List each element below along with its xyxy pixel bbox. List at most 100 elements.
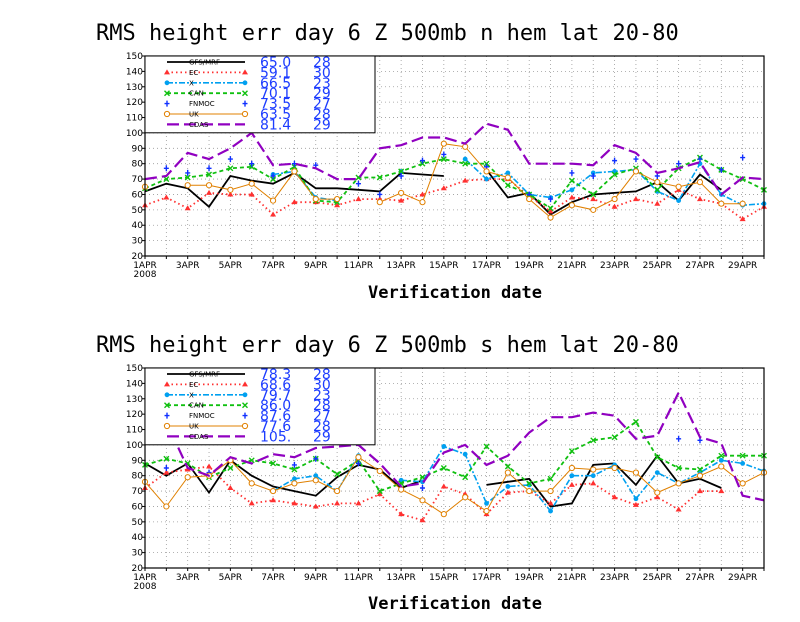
data-point xyxy=(376,174,383,181)
data-point xyxy=(227,191,234,197)
x-tick-label: 9APR xyxy=(304,261,328,271)
data-point xyxy=(248,500,255,506)
data-point xyxy=(249,160,255,167)
legend-count: 28 xyxy=(313,398,331,414)
data-point xyxy=(184,174,191,181)
data-point xyxy=(334,202,341,208)
data-point xyxy=(163,465,169,471)
data-point xyxy=(462,143,469,150)
data-point xyxy=(462,494,469,501)
data-point xyxy=(740,154,746,161)
x-tick-label: 5APR xyxy=(219,261,243,271)
data-point xyxy=(739,176,746,183)
series-uk xyxy=(141,140,746,221)
data-point xyxy=(611,195,618,203)
legend-label: GFS/MRF xyxy=(189,59,220,67)
data-point xyxy=(377,191,383,198)
y-tick-label: 140 xyxy=(126,379,143,389)
data-point xyxy=(568,481,575,487)
data-point xyxy=(547,214,554,221)
data-point xyxy=(504,469,511,476)
data-point xyxy=(632,418,639,425)
data-point xyxy=(291,500,298,506)
data-point xyxy=(440,465,447,471)
data-point xyxy=(270,497,277,503)
data-point xyxy=(355,454,362,461)
data-point xyxy=(440,483,447,489)
data-point xyxy=(590,437,597,444)
legend-label: CDAS xyxy=(189,433,209,441)
data-point xyxy=(227,156,233,163)
data-point xyxy=(676,198,682,204)
data-point xyxy=(654,470,660,476)
data-point xyxy=(547,208,554,214)
y-tick-label: 50 xyxy=(132,206,144,216)
y-tick-label: 150 xyxy=(126,52,143,62)
data-point xyxy=(419,474,426,481)
data-point xyxy=(355,500,362,506)
data-point xyxy=(419,497,426,504)
legend-marker xyxy=(242,90,248,97)
data-point xyxy=(398,197,405,203)
data-point xyxy=(313,455,319,462)
data-point xyxy=(676,435,682,442)
data-point xyxy=(398,168,405,175)
data-point xyxy=(355,460,361,467)
data-point xyxy=(163,503,170,510)
data-point xyxy=(270,176,277,183)
legend-marker xyxy=(242,402,248,409)
data-point xyxy=(504,463,511,470)
data-point xyxy=(739,216,746,222)
data-point xyxy=(590,473,596,479)
data-point xyxy=(696,466,703,473)
x-tick-label: 11APR xyxy=(344,573,373,583)
series-line xyxy=(144,178,765,221)
data-point xyxy=(654,186,661,193)
data-point xyxy=(291,199,298,205)
legend-label: X xyxy=(189,79,194,87)
x-tick-label: 25APR xyxy=(643,573,672,583)
data-point xyxy=(163,165,169,172)
y-tick-label: 20 xyxy=(132,564,144,574)
legend-mean: 59.1 xyxy=(260,65,291,81)
data-point xyxy=(654,200,661,206)
data-point xyxy=(696,488,703,494)
chart-south-hemisphere: RMS height err day 6 Z 500mb s hem lat 2… xyxy=(96,333,768,614)
y-tick-label: 90 xyxy=(132,456,144,466)
legend-count: 28 xyxy=(313,107,331,123)
data-point xyxy=(483,160,490,167)
data-point xyxy=(547,205,554,212)
data-point xyxy=(611,434,618,441)
data-point xyxy=(483,443,490,450)
legend-mean: 78.3 xyxy=(260,367,291,383)
x-tick-label: 15APR xyxy=(429,573,458,583)
y-tick-label: 120 xyxy=(126,410,143,420)
data-point xyxy=(248,480,255,487)
x-tick-sublabel: 2008 xyxy=(134,582,157,592)
data-point xyxy=(227,485,234,490)
series-line xyxy=(144,465,722,522)
data-point xyxy=(568,177,575,184)
legend-count: 23 xyxy=(313,76,331,92)
data-point xyxy=(675,183,682,190)
legend-label: UK xyxy=(189,111,199,119)
data-point xyxy=(611,171,618,178)
data-point xyxy=(312,195,319,203)
legend: GFS/MRF 65.0 28 EC 59.1 30 X 66.5 23 CAN 70.1 29 FNM… xyxy=(144,55,376,133)
legend-mean: 87.6 xyxy=(260,409,291,425)
data-point xyxy=(248,180,255,187)
data-point xyxy=(590,170,596,176)
y-tick-label: 80 xyxy=(132,160,144,170)
data-point xyxy=(270,460,277,467)
data-point xyxy=(676,160,682,167)
series-line xyxy=(187,143,743,219)
legend-count: 30 xyxy=(313,65,331,81)
y-tick-label: 60 xyxy=(132,190,144,200)
data-point xyxy=(590,466,597,473)
legend-count: 28 xyxy=(313,367,331,383)
data-point xyxy=(484,500,489,506)
data-point xyxy=(206,171,213,178)
legend-mean: 68.6 xyxy=(260,377,291,393)
data-point xyxy=(163,176,170,183)
x-tick-label: 7APR xyxy=(261,573,285,583)
